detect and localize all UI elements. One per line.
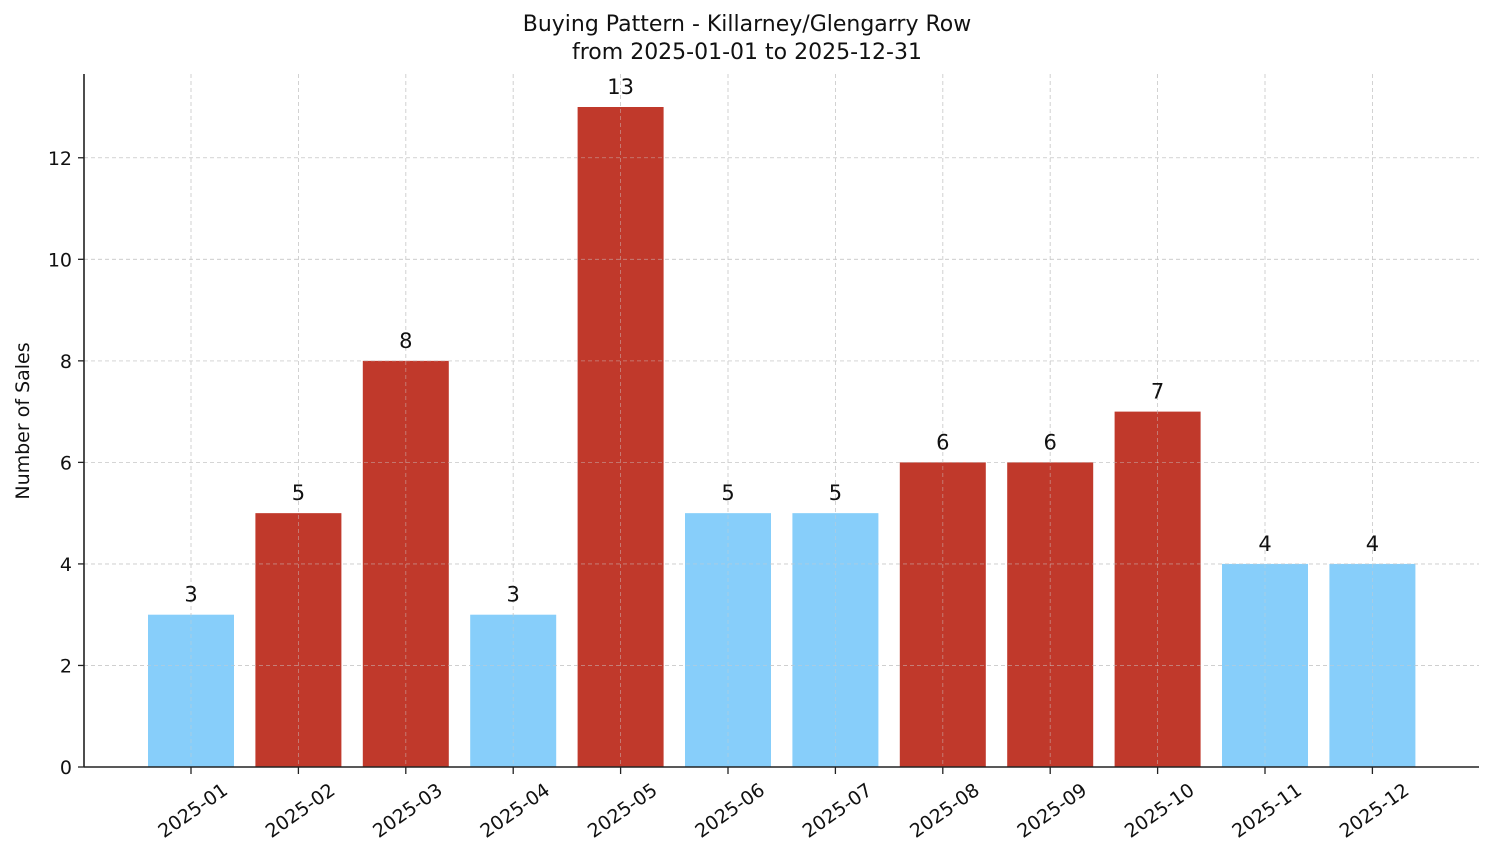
x-tick-label: 2025-01 — [154, 779, 232, 843]
y-tick-label: 2 — [60, 655, 72, 677]
x-tick-label: 2025-10 — [1121, 779, 1199, 843]
x-tick-label: 2025-04 — [476, 779, 554, 843]
bar-value-label: 4 — [1366, 532, 1379, 556]
y-axis-ticks: 0 2 4 6 8 10 12 — [48, 148, 84, 779]
x-tick-label: 2025-09 — [1013, 779, 1091, 843]
bar-value-label: 6 — [936, 430, 949, 454]
bar-value-label: 3 — [184, 583, 197, 607]
data-labels: 3 5 8 3 13 5 5 6 6 7 4 4 — [184, 75, 1379, 607]
bar-value-label: 5 — [292, 481, 305, 505]
bar-value-label: 13 — [607, 75, 634, 99]
chart-title: Buying Pattern - Killarney/Glengarry Row — [522, 12, 972, 37]
bars — [148, 107, 1416, 767]
x-tick-label: 2025-12 — [1336, 779, 1414, 843]
y-tick-label: 6 — [60, 452, 72, 474]
bar-2025-02 — [255, 513, 342, 767]
bar-value-label: 7 — [1151, 380, 1164, 404]
bar-value-label: 5 — [829, 481, 842, 505]
y-tick-label: 12 — [48, 148, 72, 170]
y-tick-label: 10 — [48, 249, 72, 271]
x-tick-label: 2025-11 — [1228, 779, 1306, 843]
bar-value-label: 6 — [1044, 430, 1057, 454]
axes — [83, 74, 1479, 768]
x-tick-label: 2025-08 — [906, 779, 984, 843]
x-axis-ticks: 2025-01 2025-02 2025-03 2025-04 2025-05 2025-… — [154, 767, 1413, 843]
y-tick-label: 4 — [60, 554, 72, 576]
bar-value-label: 3 — [507, 583, 520, 607]
x-tick-label: 2025-02 — [262, 779, 340, 843]
y-tick-label: 0 — [60, 757, 72, 779]
y-tick-label: 8 — [60, 351, 72, 373]
chart-subtitle: from 2025-01-01 to 2025-12-31 — [572, 40, 922, 65]
x-tick-label: 2025-06 — [691, 779, 769, 843]
x-tick-label: 2025-05 — [584, 779, 662, 843]
bar-value-label: 5 — [721, 481, 734, 505]
bar-value-label: 4 — [1258, 532, 1271, 556]
bar-2025-07 — [792, 513, 879, 767]
x-tick-label: 2025-07 — [799, 779, 877, 843]
x-tick-label: 2025-03 — [369, 779, 447, 843]
grid-lines-overlay — [84, 74, 1479, 767]
bar-value-label: 8 — [399, 329, 412, 353]
bar-2025-06 — [685, 513, 771, 767]
bar-2025-05 — [577, 107, 664, 767]
